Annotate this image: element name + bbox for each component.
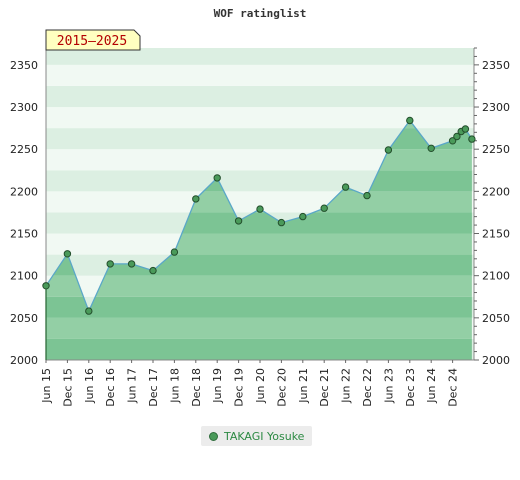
period-label: 2015–2025 [57, 34, 127, 49]
background-band [46, 64, 474, 86]
x-tick-label: Jun 21 [297, 368, 310, 404]
data-point [106, 260, 114, 268]
x-tick-label: Jun 23 [382, 368, 395, 404]
data-point [453, 132, 461, 141]
data-point [277, 218, 286, 227]
chart-title: WOF ratinglist [214, 7, 307, 20]
x-tick-label: Jun 20 [254, 368, 267, 404]
data-point [192, 195, 200, 203]
y-tick-label-right: 2200 [482, 185, 510, 198]
data-point [468, 135, 476, 143]
background-band [46, 170, 474, 192]
y-tick-label: 2150 [10, 228, 38, 241]
period-badge: 2015–2025 [45, 29, 141, 51]
background-band [46, 107, 474, 129]
data-point [149, 266, 157, 275]
x-tick-label: Dec 21 [318, 368, 331, 407]
background-band [46, 128, 474, 150]
area-band [46, 317, 472, 339]
area-band [46, 296, 472, 318]
x-tick-label: Jun 17 [126, 368, 139, 404]
data-point [234, 217, 243, 225]
data-point [461, 125, 470, 133]
data-point [363, 191, 371, 200]
data-point [299, 212, 307, 221]
y-tick-label-right: 2000 [482, 354, 510, 367]
y-axis-right: 2000 2050 2100 2150 2200 2250 2300 2350 [474, 47, 510, 367]
data-point [406, 116, 414, 125]
data-point [63, 250, 72, 258]
data-point [127, 260, 136, 268]
x-tick-label: Jun 19 [211, 368, 224, 404]
x-tick-label: Dec 18 [190, 368, 203, 407]
background-band [46, 48, 474, 65]
data-points [42, 116, 476, 315]
data-point [427, 144, 435, 153]
x-tick-label: Jun 24 [425, 368, 438, 404]
x-tick-label: Jun 18 [168, 368, 181, 404]
x-tick-label: Jun 22 [340, 368, 353, 404]
data-point [384, 146, 393, 154]
legend-label: TAKAGI Yosuke [224, 429, 305, 443]
x-tick-label: Jun 16 [83, 368, 96, 404]
background-band [46, 149, 474, 171]
y-tick-label-right: 2250 [482, 143, 510, 156]
y-tick-label: 2100 [10, 270, 38, 283]
x-tick-label: Dec 24 [447, 368, 460, 407]
area-band [46, 338, 472, 360]
data-point [170, 248, 179, 256]
x-tick-label: Dec 23 [404, 368, 417, 407]
x-tick-label: Dec 15 [61, 368, 74, 407]
y-tick-label: 2000 [10, 354, 38, 367]
y-tick-label: 2250 [10, 143, 38, 156]
y-tick-label-right: 2100 [482, 270, 510, 283]
y-tick-label: 2350 [10, 59, 38, 72]
y-tick-label-right: 2150 [482, 228, 510, 241]
data-point [320, 204, 328, 212]
y-tick-label-right: 2350 [482, 59, 510, 72]
x-axis: Jun 15 Dec 15 Jun 16 Dec 16 Jun 17 Dec 17 Jun … [40, 360, 460, 407]
y-tick-label: 2300 [10, 101, 38, 114]
y-tick-label-right: 2300 [482, 101, 510, 114]
x-tick-label: Dec 22 [361, 368, 374, 407]
background-band [46, 85, 474, 108]
x-tick-label: Jun 15 [40, 368, 53, 404]
data-point [213, 174, 221, 182]
y-tick-label: 2200 [10, 185, 38, 198]
data-point [448, 137, 457, 145]
x-tick-label: Dec 19 [233, 368, 246, 407]
y-tick-label: 2050 [10, 312, 38, 325]
data-point [42, 282, 50, 290]
legend: TAKAGI Yosuke [201, 426, 313, 446]
x-tick-label: Dec 20 [275, 368, 288, 407]
data-point [85, 307, 93, 315]
x-tick-label: Dec 17 [147, 368, 160, 407]
y-axis-left: 2000 2050 2100 2150 2200 2250 2300 2350 [10, 59, 38, 367]
data-point [341, 183, 350, 191]
y-tick-label-right: 2050 [482, 312, 510, 325]
legend-marker-icon [209, 431, 218, 441]
area-band [46, 275, 472, 297]
data-point [256, 205, 264, 213]
x-tick-label: Dec 16 [104, 368, 117, 407]
